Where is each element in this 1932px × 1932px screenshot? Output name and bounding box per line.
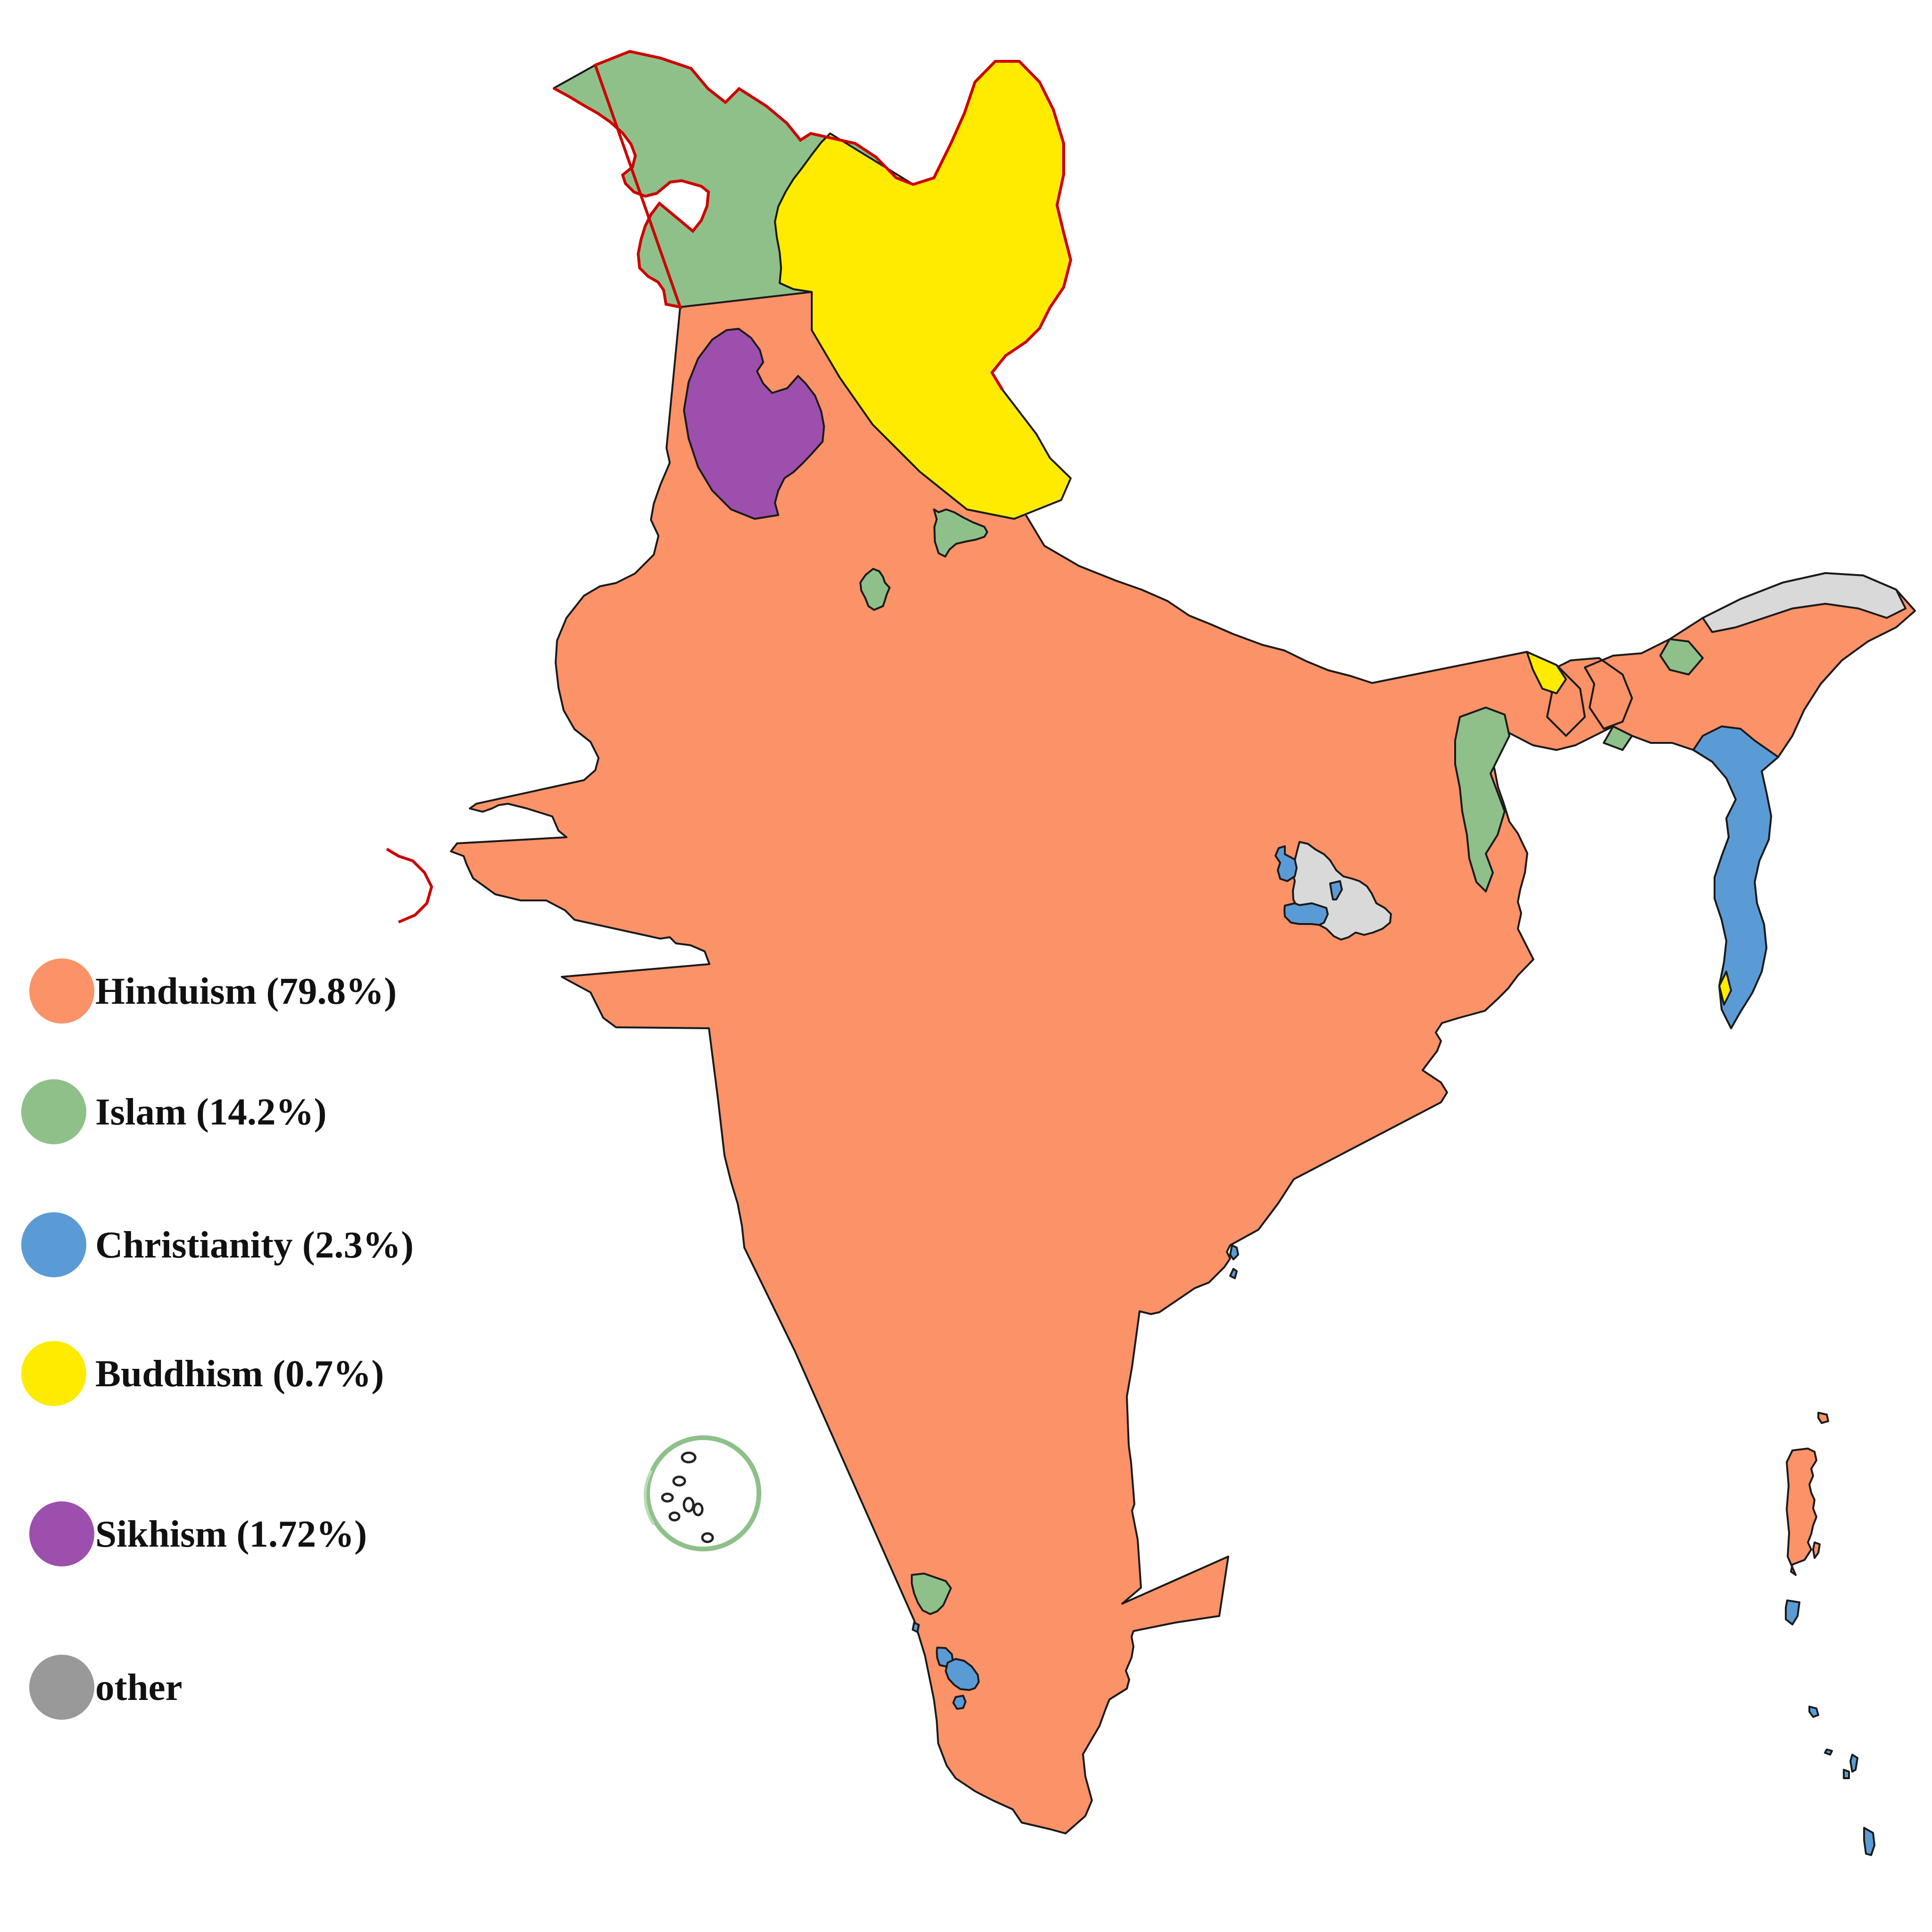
svg-text:Buddhism (0.7%): Buddhism (0.7%) [95,1352,384,1395]
svg-text:Islam (14.2%): Islam (14.2%) [95,1091,326,1133]
svg-text:other: other [95,1666,182,1708]
svg-text:Hinduism (79.8%): Hinduism (79.8%) [95,970,397,1012]
svg-text:Sikhism (1.72%): Sikhism (1.72%) [95,1513,367,1555]
svg-text:Christianity (2.3%): Christianity (2.3%) [95,1224,414,1266]
